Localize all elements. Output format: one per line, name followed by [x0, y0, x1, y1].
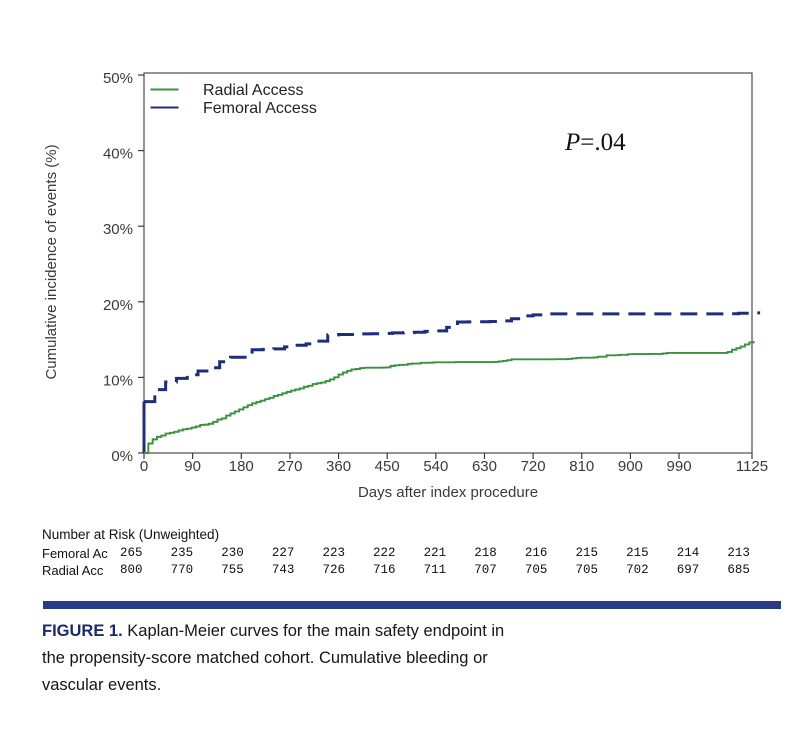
svg-text:450: 450 [375, 458, 400, 475]
svg-text:40%: 40% [103, 146, 133, 163]
svg-text:90: 90 [184, 458, 201, 475]
svg-text:0%: 0% [111, 448, 133, 465]
svg-text:Radial Access: Radial Access [203, 82, 304, 99]
svg-text:810: 810 [569, 458, 594, 475]
svg-text:900: 900 [618, 458, 643, 475]
svg-text:50%: 50% [103, 70, 133, 87]
svg-text:180: 180 [229, 458, 254, 475]
svg-text:360: 360 [326, 458, 351, 475]
svg-text:540: 540 [423, 458, 448, 475]
svg-text:Femoral Access: Femoral Access [203, 100, 317, 117]
svg-text:P=.04: P=.04 [564, 129, 626, 156]
svg-text:720: 720 [521, 458, 546, 475]
svg-text:30%: 30% [103, 221, 133, 238]
svg-text:990: 990 [667, 458, 692, 475]
svg-text:Days after index procedure: Days after index procedure [358, 484, 538, 501]
svg-text:0: 0 [140, 458, 148, 475]
svg-text:270: 270 [277, 458, 302, 475]
svg-text:1125: 1125 [736, 458, 768, 475]
svg-text:20%: 20% [103, 297, 133, 314]
svg-text:10%: 10% [103, 372, 133, 389]
svg-text:Cumulative incidence of events: Cumulative incidence of events (%) [43, 144, 60, 379]
svg-text:630: 630 [472, 458, 497, 475]
